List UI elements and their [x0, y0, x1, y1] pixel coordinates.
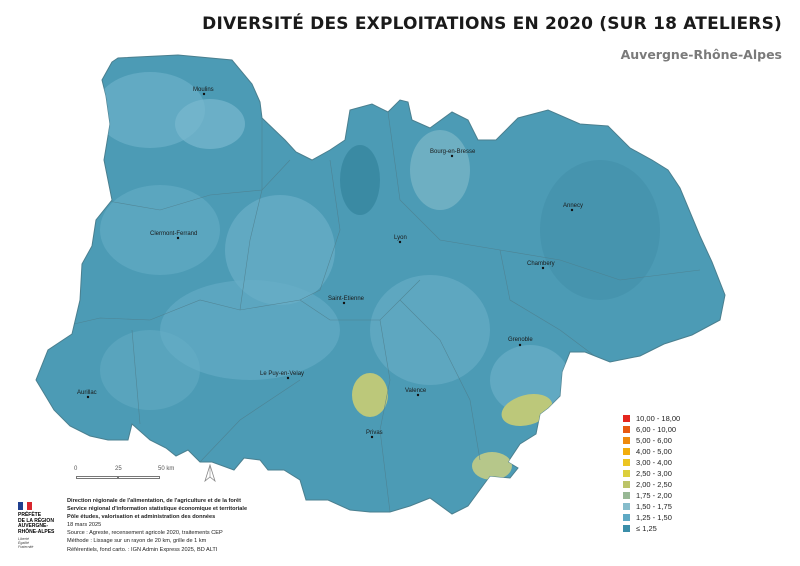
logo-line: AUVERGNE-	[18, 523, 49, 530]
legend-swatch	[623, 503, 630, 510]
logo-line: RHÔNE-ALPES	[18, 528, 55, 535]
legend-swatch	[623, 437, 630, 444]
scale-label-zero: 0	[74, 466, 78, 472]
legend-item: 2,00 - 2,50	[623, 479, 713, 490]
credits-method: Méthode : Lissage sur un rayon de 20 km,…	[67, 538, 207, 545]
legend-label: 1,75 - 2,00	[636, 491, 672, 500]
legend-swatch	[623, 481, 630, 488]
city-label-lyon: Lyon	[394, 235, 407, 241]
city-label-privas: Privas	[366, 430, 383, 436]
legend-item: 3,00 - 4,00	[623, 457, 713, 468]
city-labels: Moulins Bourg-en-Bresse Annecy Clermont-…	[77, 87, 583, 436]
credits-block: Direction régionale de l'alimentation, d…	[67, 497, 327, 554]
city-label-saint-etienne: Saint-Etienne	[328, 296, 365, 302]
legend-swatch	[623, 426, 630, 433]
city-label-annecy: Annecy	[563, 203, 583, 209]
map-subtitle: Auvergne-Rhône-Alpes	[620, 47, 782, 62]
legend-label: 1,25 - 1,50	[636, 513, 672, 522]
logo-motto: Liberté Égalité Fraternité	[18, 537, 62, 549]
legend-label: 10,00 - 18,00	[636, 414, 681, 423]
city-label-le-puy-en-velay: Le Puy-en-Velay	[260, 371, 304, 377]
credits-org-2: Service régional d'information statistiq…	[67, 506, 248, 513]
legend-swatch	[623, 415, 630, 422]
credits-org-3: Pôle études, valorisation et administrat…	[67, 514, 216, 521]
legend-label: 2,00 - 2,50	[636, 480, 672, 489]
scale-bar: 0 25 50 km	[74, 466, 194, 484]
legend-swatch	[623, 525, 630, 532]
scale-label-mid: 25	[115, 466, 122, 472]
legend-label: 6,00 - 10,00	[636, 425, 677, 434]
credits-date: 18 mars 2025	[67, 522, 102, 529]
legend-label: 1,50 - 1,75	[636, 502, 672, 511]
french-flag-icon	[18, 502, 33, 510]
prefecture-logo: PRÉFÈTE DE LA RÉGION AUVERGNE- RHÔNE-ALP…	[18, 502, 62, 549]
city-label-chambery: Chambery	[527, 261, 555, 267]
legend-item: 10,00 - 18,00	[623, 413, 713, 424]
legend-swatch	[623, 448, 630, 455]
legend-item: 1,75 - 2,00	[623, 490, 713, 501]
legend-item: 4,00 - 5,00	[623, 446, 713, 457]
legend: 10,00 - 18,00 6,00 - 10,00 5,00 - 6,00 4…	[623, 413, 713, 534]
legend-swatch	[623, 514, 630, 521]
legend-item: 1,50 - 1,75	[623, 501, 713, 512]
legend-item: ≤ 1,25	[623, 523, 713, 534]
city-markers	[86, 92, 574, 439]
scale-segment	[76, 476, 118, 479]
credits-source: Source : Agreste, recensement agricole 2…	[67, 530, 223, 537]
legend-swatch	[623, 470, 630, 477]
city-label-clermont-ferrand: Clermont-Ferrand	[150, 231, 197, 237]
scale-label-end: 50 km	[158, 466, 175, 472]
city-label-aurillac: Aurillac	[77, 390, 97, 396]
legend-label: ≤ 1,25	[636, 524, 657, 533]
legend-item: 1,25 - 1,50	[623, 512, 713, 523]
legend-label: 5,00 - 6,00	[636, 436, 672, 445]
north-arrow-icon	[204, 464, 216, 483]
city-label-bourg-en-bresse: Bourg-en-Bresse	[430, 149, 476, 155]
city-label-moulins: Moulins	[193, 87, 214, 93]
legend-label: 3,00 - 4,00	[636, 458, 672, 467]
legend-swatch	[623, 492, 630, 499]
logo-motto-line: Liberté	[18, 537, 29, 542]
logo-line: DE LA RÉGION	[18, 517, 54, 524]
legend-item: 2,50 - 3,00	[623, 468, 713, 479]
city-label-valence: Valence	[405, 388, 427, 394]
scale-segment	[118, 476, 160, 479]
legend-swatch	[623, 459, 630, 466]
legend-label: 2,50 - 3,00	[636, 469, 672, 478]
legend-label: 4,00 - 5,00	[636, 447, 672, 456]
map-title: DIVERSITÉ DES EXPLOITATIONS EN 2020 (SUR…	[202, 14, 782, 34]
credits-references: Référentiels, fond carto. : IGN Admin Ex…	[67, 546, 218, 553]
credits-org-1: Direction régionale de l'alimentation, d…	[67, 498, 241, 504]
legend-item: 6,00 - 10,00	[623, 424, 713, 435]
logo-line: PRÉFÈTE	[18, 512, 42, 518]
city-label-grenoble: Grenoble	[508, 337, 533, 343]
logo-motto-line: Égalité	[18, 541, 29, 546]
department-borders	[47, 111, 701, 513]
legend-item: 5,00 - 6,00	[623, 435, 713, 446]
logo-motto-line: Fraternité	[18, 545, 34, 550]
